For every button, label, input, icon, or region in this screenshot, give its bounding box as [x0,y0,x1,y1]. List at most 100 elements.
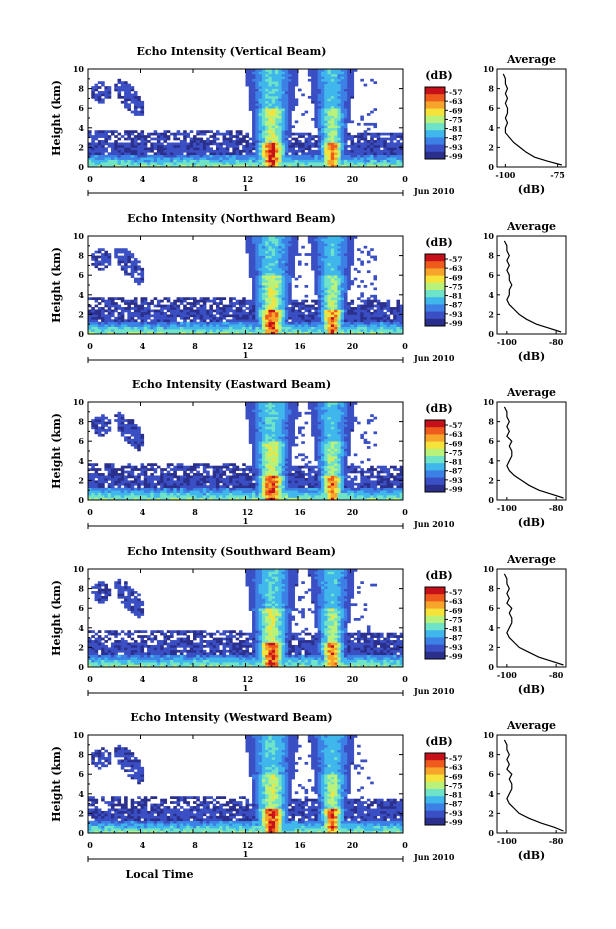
colorbar-tick-label: -57 [449,88,463,97]
heatmap-cell [304,140,309,143]
heatmap-cell [324,93,328,97]
heatmap-cell [133,490,138,493]
heatmap-cell [143,311,148,315]
heatmap-cell [288,93,292,97]
heatmap-cell [186,314,191,318]
average-line [502,73,562,166]
heatmap-cell [343,255,348,259]
heatmap-cell [255,302,259,305]
heatmap-cell [94,304,99,308]
heatmap-cell [284,98,289,102]
heatmap-cell [334,285,338,288]
heatmap-cell [235,147,240,151]
heatmap-cell [317,294,322,298]
heatmap-cell [143,477,148,481]
heatmap-cell [258,98,263,102]
heatmap-cell [153,487,158,491]
heatmap-cell [133,144,138,148]
heatmap-cell [186,482,191,486]
heatmap-cell [271,275,276,278]
heatmap-cell [117,86,122,89]
heatmap-cell [320,326,325,330]
heatmap-cell [127,132,131,136]
heatmap-cell [311,248,315,251]
heatmap-cell [206,497,210,501]
heatmap-cell [288,245,292,249]
heatmap-cell [127,485,131,489]
heatmap-cell [288,154,292,158]
heatmap-cell [242,314,246,318]
heatmap-cell [117,485,122,489]
heatmap-cell [281,83,286,87]
heatmap-cell [170,329,174,332]
y-tick-label: 2 [78,309,84,319]
heatmap-cell [327,98,332,102]
heatmap-cell [101,421,105,425]
heatmap-cell [209,480,213,484]
heatmap-cell [127,326,131,330]
heatmap-cell [252,130,256,133]
heatmap-cell [202,463,207,466]
heatmap-cell [314,113,318,116]
heatmap-cell [347,76,351,80]
heatmap-cell [301,299,305,303]
heatmap-cell [248,105,253,109]
heatmap-cell [340,113,345,116]
heatmap-cell [265,248,269,251]
colorbar-tick-label: -63 [449,97,463,106]
heatmap-cell [291,309,296,313]
heatmap-cell [271,103,276,107]
heatmap-cell [215,132,220,136]
heatmap-cell [347,243,351,247]
heatmap-cell [199,485,204,489]
heatmap-cell [317,162,322,165]
heatmap-cell [278,78,282,82]
heatmap-cell [130,159,135,163]
heatmap-cell [275,105,279,109]
heatmap-cell [215,492,220,496]
heatmap-cell [396,331,401,335]
heatmap-cell [324,105,328,109]
heatmap-cell [255,316,259,320]
heatmap-cell [386,321,391,325]
heatmap-cell [327,108,332,111]
heatmap-cell [347,255,351,259]
heatmap-cell [173,157,177,160]
heatmap-cell [117,164,122,168]
heatmap-cell [127,426,131,430]
heatmap-cell [330,255,335,259]
heatmap-cell [291,245,296,249]
heatmap-cell [275,147,279,151]
heatmap-cell [104,463,108,466]
heatmap-cell [317,282,322,286]
heatmap-cell [173,154,177,158]
x-tick-label: 20 [347,341,359,351]
heatmap-cell [304,294,309,298]
heatmap-cell [163,162,168,165]
heatmap-cell [183,495,187,498]
heatmap-cell [255,73,259,77]
heatmap-cell [275,282,279,286]
heatmap-cell [196,326,200,330]
heatmap-cell [360,304,364,308]
heatmap-cell [183,485,187,489]
heatmap-cell [330,311,335,315]
heatmap-cell [317,132,322,136]
heatmap-cell [193,164,197,168]
heatmap-cell [307,159,312,163]
heatmap-cell [133,304,138,308]
heatmap-cell [189,321,194,325]
heatmap-cell [212,465,217,469]
heatmap-cell [156,157,161,160]
heatmap-cell [363,302,368,305]
heatmap-cell [284,159,289,163]
heatmap-cell [278,113,282,116]
heatmap-cell [124,262,128,266]
heatmap-cell [104,132,108,136]
heatmap-cell [271,95,276,99]
heatmap-cell [206,137,210,141]
heatmap-cell [252,76,256,80]
heatmap-cell [268,302,273,305]
heatmap-cell [314,110,318,114]
heatmap-cell [219,142,223,146]
